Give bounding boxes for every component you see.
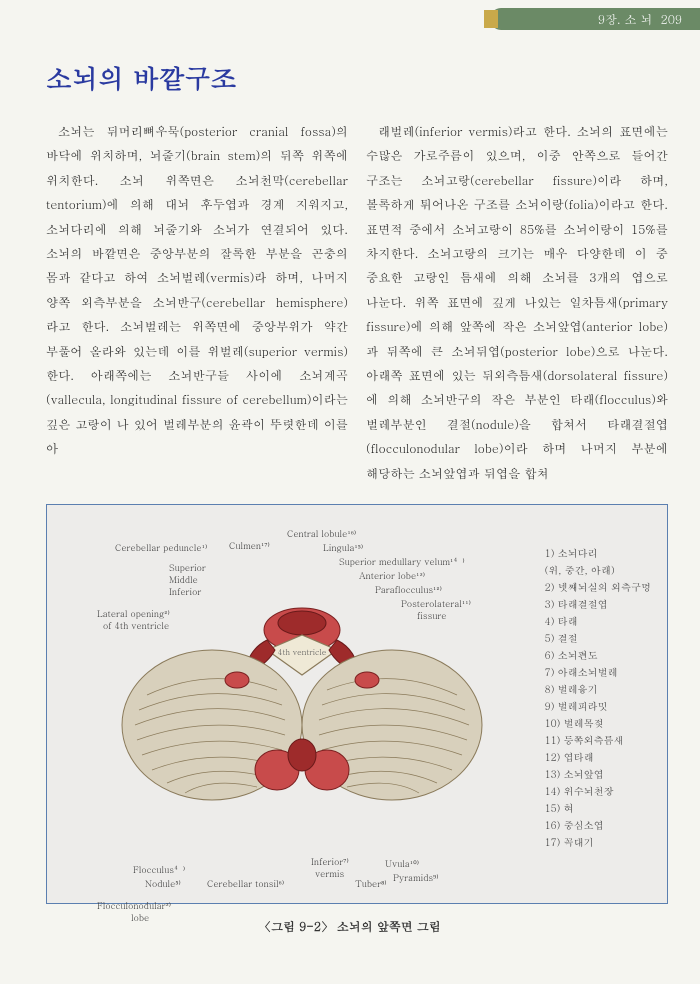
- page-header: 9장. 소 뇌 209: [490, 8, 700, 30]
- anatomy-label: Pyramids⁹⁾: [393, 871, 438, 884]
- legend-item: 2) 넷째뇌실의 외측구멍: [545, 579, 651, 596]
- anatomy-label: Anterior lobe¹³⁾: [359, 569, 425, 582]
- anatomy-label: Cerebellar peduncle¹⁾: [115, 541, 207, 554]
- figure-legend: 1) 소뇌다리 (위, 중간, 아래)2) 넷째뇌실의 외측구멍3) 타래결절엽…: [545, 545, 651, 851]
- right-column: 래벌레(inferior vermis)라고 한다. 소뇌의 표면에는 수많은 …: [366, 120, 668, 486]
- anatomy-label: Central lobule¹⁶⁾: [287, 527, 356, 540]
- legend-item: 7) 아래소뇌벌레: [545, 664, 651, 681]
- legend-item: 5) 결절: [545, 630, 651, 647]
- anatomy-label: Flocculus⁴⁾: [133, 863, 185, 876]
- legend-item: 10) 벌레목젖: [545, 715, 651, 732]
- anatomy-label: Lingula¹⁵⁾: [323, 541, 363, 554]
- legend-item: 17) 꼭대기: [545, 834, 651, 851]
- left-column: 소뇌는 뒤머리뼈우묵(posterior cranial fossa)의 바닥에…: [46, 120, 348, 486]
- anatomy-label: Nodule⁵⁾: [145, 877, 181, 890]
- text-columns: 소뇌는 뒤머리뼈우묵(posterior cranial fossa)의 바닥에…: [46, 120, 668, 486]
- anatomy-label: Superior medullary velum¹⁴⁾: [339, 555, 465, 568]
- anatomy-label: vermis: [315, 867, 344, 880]
- legend-item: 11) 등쪽외측틈새: [545, 732, 651, 749]
- fourth-ventricle-label: 4th ventricle: [278, 647, 327, 658]
- legend-item: 15) 혀: [545, 800, 651, 817]
- legend-item: 12) 엽타래: [545, 749, 651, 766]
- legend-item: 3) 타래결절엽: [545, 596, 651, 613]
- anatomy-label: Uvula¹⁰⁾: [385, 857, 419, 870]
- cerebellum-illustration: 4th ventricle: [117, 595, 487, 825]
- legend-item: 14) 위수뇌천장: [545, 783, 651, 800]
- legend-item: 16) 중심소엽: [545, 817, 651, 834]
- body-right: 래벌레(inferior vermis)라고 한다. 소뇌의 표면에는 수많은 …: [366, 120, 668, 486]
- legend-item: (위, 중간, 아래): [545, 562, 651, 579]
- anatomy-label: lobe: [131, 911, 149, 924]
- anatomy-label: Cerebellar tonsil⁶⁾: [207, 877, 284, 890]
- page-title: 소뇌의 바깥구조: [46, 60, 668, 96]
- legend-item: 1) 소뇌다리: [545, 545, 651, 562]
- chapter-label: 9장. 소 뇌: [598, 11, 653, 28]
- figure-caption: 〈그림 9-2〉 소뇌의 앞쪽면 그림: [0, 918, 700, 935]
- legend-item: 4) 타래: [545, 613, 651, 630]
- legend-item: 13) 소뇌앞엽: [545, 766, 651, 783]
- body-left: 소뇌는 뒤머리뼈우묵(posterior cranial fossa)의 바닥에…: [46, 120, 348, 462]
- legend-item: 8) 벌레융기: [545, 681, 651, 698]
- figure-box: Cerebellar peduncle¹⁾SuperiorMiddleInfer…: [46, 504, 668, 904]
- header-accent: [484, 10, 498, 28]
- content-area: 소뇌의 바깥구조 소뇌는 뒤머리뼈우묵(posterior cranial fo…: [0, 0, 700, 486]
- legend-item: 6) 소뇌편도: [545, 647, 651, 664]
- anatomy-label: Tuber⁸⁾: [355, 877, 387, 890]
- anatomy-label: Culmen¹⁷⁾: [229, 539, 270, 552]
- legend-item: 9) 벌레피라밋: [545, 698, 651, 715]
- page-number: 209: [661, 11, 682, 28]
